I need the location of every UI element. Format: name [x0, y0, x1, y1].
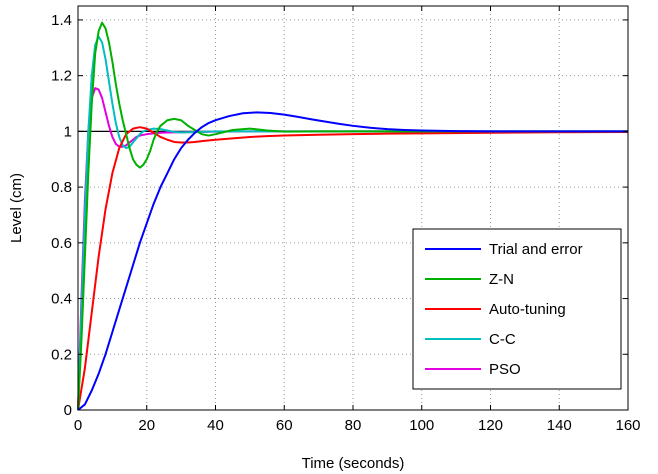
- x-tick-label: 60: [276, 417, 293, 434]
- legend-label: C-C: [489, 331, 516, 348]
- x-tick-label: 100: [409, 417, 434, 434]
- y-tick-label: 0.6: [51, 235, 72, 252]
- y-tick-label: 1: [64, 123, 72, 140]
- x-tick-label: 140: [547, 417, 572, 434]
- y-tick-label: 0.2: [51, 346, 72, 363]
- legend-label: Z-N: [489, 271, 514, 288]
- x-tick-label: 0: [74, 417, 82, 434]
- legend-label: PSO: [489, 361, 521, 378]
- x-tick-label: 80: [345, 417, 362, 434]
- x-tick-label: 120: [478, 417, 503, 434]
- x-axis-label: Time (seconds): [302, 455, 405, 472]
- series-line-trial-and-error: [77, 111, 628, 411]
- legend-label: Auto-tuning: [489, 301, 566, 318]
- series-line-auto-tuning: [77, 126, 629, 411]
- y-axis-label: Level (cm): [8, 173, 25, 243]
- legend-label: Trial and error: [489, 241, 583, 258]
- series-line-z-n: [77, 21, 628, 411]
- series-group: [77, 21, 629, 411]
- y-tick-label: 1.2: [51, 68, 72, 85]
- y-tick-label: 0: [64, 402, 72, 419]
- x-tick-label: 160: [615, 417, 640, 434]
- axis-ticks: 0 20 40 60 80 100 120 140 160 0 0.2 0.4 0.6 0.8 1 1.2 1.…: [51, 6, 641, 434]
- legend: Trial and error Z-N Auto-tuning C-C PSO: [412, 228, 622, 390]
- y-tick-label: 1.4: [51, 12, 72, 29]
- x-tick-label: 40: [207, 417, 224, 434]
- y-tick-label: 0.8: [51, 179, 72, 196]
- x-tick-label: 20: [138, 417, 155, 434]
- y-tick-label: 0.4: [51, 291, 72, 308]
